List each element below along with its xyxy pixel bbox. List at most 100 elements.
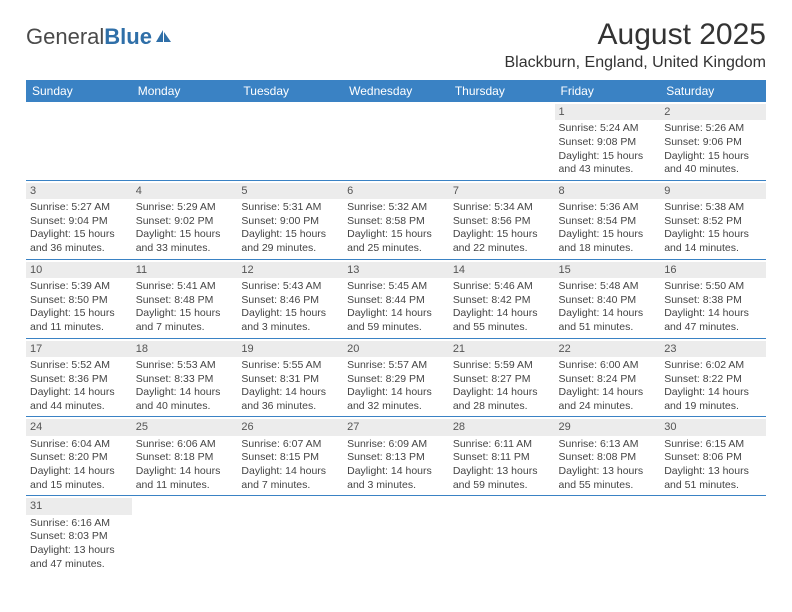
- cell-text: Sunrise: 5:50 AM: [664, 280, 762, 294]
- calendar-cell: 22Sunrise: 6:00 AMSunset: 8:24 PMDayligh…: [555, 338, 661, 417]
- cell-text: Sunset: 8:13 PM: [347, 451, 445, 465]
- cell-text: Sunset: 8:06 PM: [664, 451, 762, 465]
- day-number: 29: [555, 419, 661, 435]
- cell-text: and 51 minutes.: [559, 321, 657, 335]
- cell-text: Sunrise: 6:02 AM: [664, 359, 762, 373]
- calendar-cell: 18Sunrise: 5:53 AMSunset: 8:33 PMDayligh…: [132, 338, 238, 417]
- calendar-cell: [237, 102, 343, 180]
- calendar-cell: 13Sunrise: 5:45 AMSunset: 8:44 PMDayligh…: [343, 259, 449, 338]
- cell-text: and 47 minutes.: [664, 321, 762, 335]
- cell-text: Sunrise: 5:29 AM: [136, 201, 234, 215]
- cell-text: Daylight: 14 hours: [241, 465, 339, 479]
- cell-text: Daylight: 14 hours: [30, 386, 128, 400]
- cell-text: and 14 minutes.: [664, 242, 762, 256]
- calendar-cell: [343, 496, 449, 574]
- calendar-cell: [132, 102, 238, 180]
- cell-text: Daylight: 14 hours: [453, 386, 551, 400]
- cell-text: Daylight: 15 hours: [30, 228, 128, 242]
- cell-text: Sunset: 9:08 PM: [559, 136, 657, 150]
- cell-text: Daylight: 14 hours: [136, 386, 234, 400]
- day-number: 25: [132, 419, 238, 435]
- cell-text: Sunset: 8:50 PM: [30, 294, 128, 308]
- cell-text: Sunrise: 5:36 AM: [559, 201, 657, 215]
- cell-text: and 11 minutes.: [30, 321, 128, 335]
- cell-text: Sunrise: 5:59 AM: [453, 359, 551, 373]
- day-header: Monday: [132, 80, 238, 102]
- cell-text: Sunrise: 5:55 AM: [241, 359, 339, 373]
- calendar-cell: 24Sunrise: 6:04 AMSunset: 8:20 PMDayligh…: [26, 417, 132, 496]
- cell-text: and 36 minutes.: [241, 400, 339, 414]
- page-title: August 2025: [505, 18, 767, 52]
- cell-text: Sunset: 8:56 PM: [453, 215, 551, 229]
- calendar-cell: 2Sunrise: 5:26 AMSunset: 9:06 PMDaylight…: [660, 102, 766, 180]
- cell-text: and 25 minutes.: [347, 242, 445, 256]
- cell-text: Daylight: 15 hours: [136, 307, 234, 321]
- logo: General Blue: [26, 18, 172, 50]
- calendar-cell: [660, 496, 766, 574]
- calendar-cell: 11Sunrise: 5:41 AMSunset: 8:48 PMDayligh…: [132, 259, 238, 338]
- cell-text: Daylight: 15 hours: [664, 150, 762, 164]
- day-number: 2: [660, 104, 766, 120]
- cell-text: Sunset: 8:15 PM: [241, 451, 339, 465]
- cell-text: Sunset: 8:29 PM: [347, 373, 445, 387]
- cell-text: Sunset: 8:08 PM: [559, 451, 657, 465]
- cell-text: Sunset: 8:40 PM: [559, 294, 657, 308]
- cell-text: Sunrise: 6:07 AM: [241, 438, 339, 452]
- calendar-cell: 16Sunrise: 5:50 AMSunset: 8:38 PMDayligh…: [660, 259, 766, 338]
- cell-text: Sunrise: 6:00 AM: [559, 359, 657, 373]
- cell-text: Sunrise: 5:53 AM: [136, 359, 234, 373]
- calendar-cell: [26, 102, 132, 180]
- cell-text: Daylight: 13 hours: [559, 465, 657, 479]
- calendar-cell: 28Sunrise: 6:11 AMSunset: 8:11 PMDayligh…: [449, 417, 555, 496]
- calendar-cell: 17Sunrise: 5:52 AMSunset: 8:36 PMDayligh…: [26, 338, 132, 417]
- cell-text: Sunset: 9:00 PM: [241, 215, 339, 229]
- cell-text: Sunset: 8:42 PM: [453, 294, 551, 308]
- cell-text: Sunset: 8:38 PM: [664, 294, 762, 308]
- day-number: 3: [26, 183, 132, 199]
- cell-text: and 28 minutes.: [453, 400, 551, 414]
- cell-text: and 59 minutes.: [453, 479, 551, 493]
- calendar-cell: [449, 496, 555, 574]
- calendar-cell: 6Sunrise: 5:32 AMSunset: 8:58 PMDaylight…: [343, 180, 449, 259]
- cell-text: and 59 minutes.: [347, 321, 445, 335]
- calendar-cell: [237, 496, 343, 574]
- calendar-cell: 21Sunrise: 5:59 AMSunset: 8:27 PMDayligh…: [449, 338, 555, 417]
- calendar-cell: 5Sunrise: 5:31 AMSunset: 9:00 PMDaylight…: [237, 180, 343, 259]
- cell-text: Sunrise: 5:41 AM: [136, 280, 234, 294]
- day-header: Thursday: [449, 80, 555, 102]
- cell-text: Sunset: 8:36 PM: [30, 373, 128, 387]
- cell-text: Sunrise: 5:32 AM: [347, 201, 445, 215]
- day-header: Friday: [555, 80, 661, 102]
- cell-text: Sunset: 8:44 PM: [347, 294, 445, 308]
- cell-text: Daylight: 15 hours: [347, 228, 445, 242]
- cell-text: and 43 minutes.: [559, 163, 657, 177]
- day-header: Saturday: [660, 80, 766, 102]
- cell-text: Daylight: 14 hours: [347, 465, 445, 479]
- cell-text: Daylight: 14 hours: [347, 386, 445, 400]
- cell-text: Sunset: 9:06 PM: [664, 136, 762, 150]
- calendar-cell: 19Sunrise: 5:55 AMSunset: 8:31 PMDayligh…: [237, 338, 343, 417]
- cell-text: Sunset: 8:46 PM: [241, 294, 339, 308]
- cell-text: Sunrise: 5:43 AM: [241, 280, 339, 294]
- cell-text: Sunset: 8:03 PM: [30, 530, 128, 544]
- cell-text: and 47 minutes.: [30, 558, 128, 572]
- cell-text: Daylight: 14 hours: [559, 386, 657, 400]
- cell-text: Sunrise: 5:27 AM: [30, 201, 128, 215]
- day-number: 27: [343, 419, 449, 435]
- cell-text: Daylight: 15 hours: [559, 150, 657, 164]
- day-number: 24: [26, 419, 132, 435]
- calendar-cell: 25Sunrise: 6:06 AMSunset: 8:18 PMDayligh…: [132, 417, 238, 496]
- cell-text: Sunset: 8:33 PM: [136, 373, 234, 387]
- calendar-cell: [449, 102, 555, 180]
- cell-text: and 15 minutes.: [30, 479, 128, 493]
- logo-text-1: General: [26, 24, 104, 50]
- cell-text: and 40 minutes.: [136, 400, 234, 414]
- calendar-cell: 1Sunrise: 5:24 AMSunset: 9:08 PMDaylight…: [555, 102, 661, 180]
- cell-text: and 3 minutes.: [241, 321, 339, 335]
- cell-text: Daylight: 14 hours: [559, 307, 657, 321]
- calendar-cell: [343, 102, 449, 180]
- cell-text: Daylight: 15 hours: [559, 228, 657, 242]
- cell-text: Sunrise: 5:46 AM: [453, 280, 551, 294]
- day-number: 5: [237, 183, 343, 199]
- cell-text: Sunset: 8:20 PM: [30, 451, 128, 465]
